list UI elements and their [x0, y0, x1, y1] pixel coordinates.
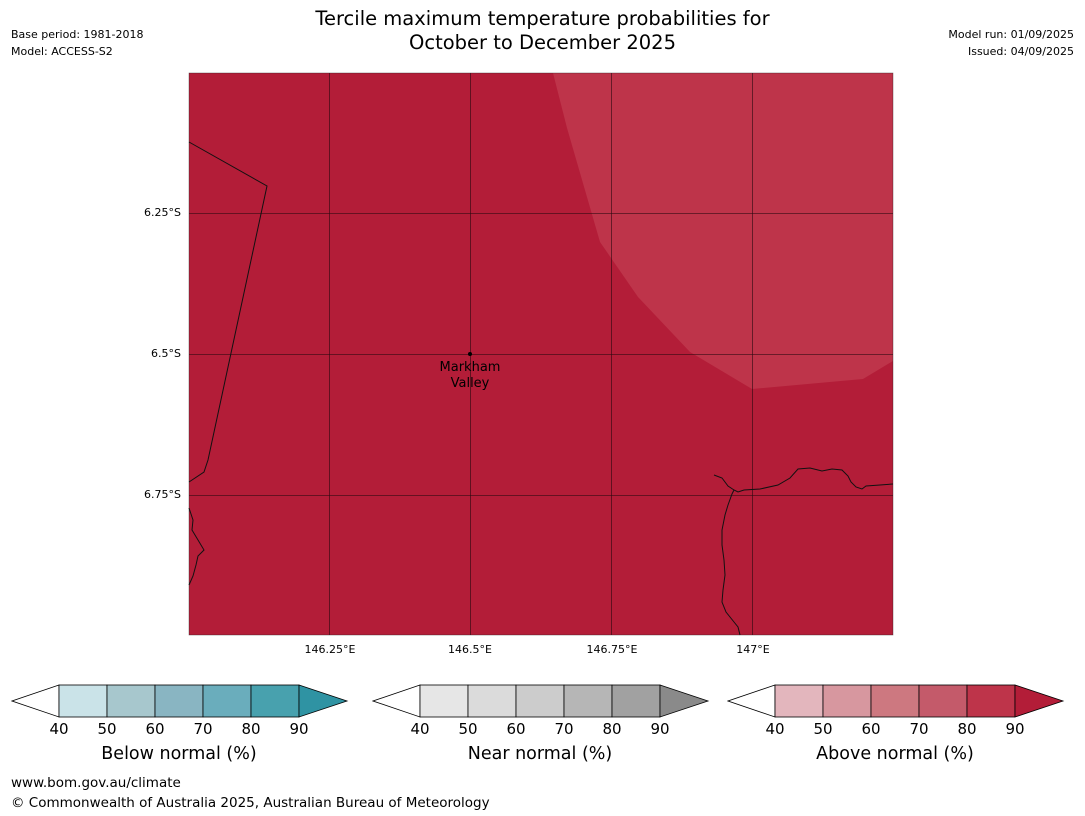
below-normal-colorbar-graphic [11, 684, 349, 718]
lon-label-146-5: 146.5°E [448, 643, 492, 656]
near-normal-colorbar-tick-label: 50 [458, 720, 478, 738]
coastline-east [713, 467, 894, 493]
above-normal-colorbar-title: Above normal (%) [816, 744, 974, 764]
issued-text: Issued: 04/09/2025 [967, 45, 1074, 58]
below-normal-colorbar-tick-label: 50 [97, 720, 117, 738]
below-normal-colorbar-title: Below normal (%) [101, 744, 257, 764]
above-normal-colorbar-high-extension [1014, 684, 1065, 718]
header-left-meta: Base period: 1981-2018 Model: ACCESS-S2 [11, 26, 143, 60]
place-label-line-2: Valley [450, 376, 490, 391]
below-normal-colorbar-high-extension [298, 684, 349, 718]
below-normal-colorbar-segment [250, 684, 300, 718]
above-normal-colorbar-tick-label: 50 [813, 720, 833, 738]
lat-label-6-5: 6.5°S [151, 347, 181, 360]
near-normal-colorbar-high-extension [659, 684, 710, 718]
near-normal-colorbar [372, 684, 710, 718]
title-line-2: October to December 2025 [409, 31, 676, 54]
footer-url: www.bom.gov.au/climate [11, 775, 181, 791]
above-normal-colorbar-tick-label: 90 [1005, 720, 1025, 738]
below-normal-colorbar-low-extension [11, 684, 60, 718]
near-normal-colorbar-segment [611, 684, 661, 718]
above-normal-colorbar-segment [822, 684, 872, 718]
above-normal-colorbar-segment [966, 684, 1016, 718]
above-normal-colorbar-tick-label: 40 [765, 720, 785, 738]
below-normal-colorbar [11, 684, 349, 718]
near-normal-colorbar-tick-label: 80 [602, 720, 622, 738]
above-normal-colorbar [727, 684, 1065, 718]
below-normal-colorbar-tick-label: 60 [145, 720, 165, 738]
map-frame [188, 72, 894, 636]
place-marker [468, 352, 472, 356]
above-normal-colorbar-tick-label: 80 [957, 720, 977, 738]
below-normal-colorbar-tick-label: 80 [241, 720, 261, 738]
below-normal-colorbar-segment [106, 684, 156, 718]
lat-label-6-75: 6.75°S [144, 488, 181, 501]
near-normal-colorbar-segment [563, 684, 613, 718]
near-normal-colorbar-graphic [372, 684, 710, 718]
near-normal-colorbar-tick-label: 40 [410, 720, 430, 738]
border-line [188, 141, 268, 483]
below-normal-colorbar-tick-label: 70 [193, 720, 213, 738]
probability-field-above-80-90 [553, 73, 893, 389]
header-right-meta: Model run: 01/09/2025 Issued: 04/09/2025 [948, 26, 1074, 60]
above-normal-colorbar-tick-label: 60 [861, 720, 881, 738]
above-normal-colorbar-low-extension [727, 684, 776, 718]
lon-label-146-75: 146.75°E [586, 643, 638, 656]
above-normal-colorbar-segment [870, 684, 920, 718]
above-normal-colorbar-segment [918, 684, 968, 718]
place-label-markham-valley: Markham Valley [410, 360, 530, 392]
model-run-text: Model run: 01/09/2025 [948, 28, 1074, 41]
near-normal-colorbar-segment [515, 684, 565, 718]
near-normal-colorbar-title: Near normal (%) [467, 744, 613, 764]
place-label-line-1: Markham [439, 360, 501, 375]
map-title: Tercile maximum temperature probabilitie… [0, 7, 1085, 55]
base-period-text: Base period: 1981-2018 [11, 28, 144, 41]
lon-label-146-25: 146.25°E [304, 643, 356, 656]
below-normal-colorbar-segment [154, 684, 204, 718]
near-normal-colorbar-low-extension [372, 684, 421, 718]
coastline-west [188, 507, 205, 586]
graticule [189, 73, 893, 635]
above-normal-colorbar-tick-label: 70 [909, 720, 929, 738]
coastline-south [721, 489, 741, 636]
near-normal-colorbar-tick-label: 90 [650, 720, 670, 738]
near-normal-colorbar-tick-label: 60 [506, 720, 526, 738]
above-normal-colorbar-segment [774, 684, 824, 718]
lon-label-147: 147°E [736, 643, 770, 656]
near-normal-colorbar-segment [467, 684, 517, 718]
near-normal-colorbar-tick-label: 70 [554, 720, 574, 738]
title-line-1: Tercile maximum temperature probabilitie… [315, 7, 770, 30]
lat-label-6-25: 6.25°S [144, 206, 181, 219]
above-normal-colorbar-graphic [727, 684, 1065, 718]
below-normal-colorbar-segment [58, 684, 108, 718]
footer-copyright: © Commonwealth of Australia 2025, Austra… [11, 795, 490, 811]
near-normal-colorbar-segment [419, 684, 469, 718]
coastlines-and-borders [188, 141, 894, 636]
below-normal-colorbar-tick-label: 90 [289, 720, 309, 738]
model-text: Model: ACCESS-S2 [11, 45, 113, 58]
below-normal-colorbar-tick-label: 40 [49, 720, 69, 738]
below-normal-colorbar-segment [202, 684, 252, 718]
